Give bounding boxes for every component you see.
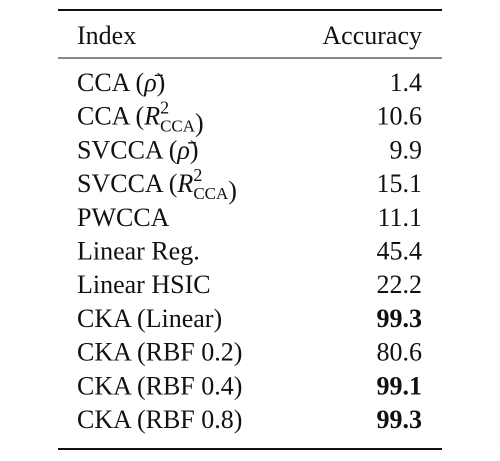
index-text: SVCCA ( (77, 135, 177, 164)
accuracy-cell: 1.4 (390, 68, 423, 97)
index-text: Linear Reg. (77, 237, 200, 266)
index-cell: CKA (Linear) (77, 304, 222, 333)
index-cell: CKA (RBF 0.8) (77, 405, 242, 434)
index-text: CCA ( (77, 102, 144, 131)
accuracy-cell: 45.4 (377, 237, 423, 266)
accuracy-cell: 99.3 (377, 405, 423, 434)
accuracy-cell: 22.2 (377, 270, 423, 299)
index-text: ) (228, 176, 237, 205)
index-text: CKA (Linear) (77, 304, 222, 333)
accuracy-cell: 99.1 (377, 371, 423, 400)
index-cell: Linear Reg. (77, 237, 200, 266)
superscript: 2 (160, 98, 169, 118)
index-cell: CKA (RBF 0.4) (77, 371, 242, 400)
accuracy-cell: 9.9 (390, 135, 423, 164)
index-text: SVCCA ( (77, 169, 177, 198)
index-cell: Linear HSIC (77, 270, 211, 299)
index-text: CKA (RBF 0.8) (77, 405, 242, 434)
index-cell: CKA (RBF 0.2) (77, 338, 242, 367)
index-cell: SVCCA (R2 CCA) (77, 165, 237, 205)
math-symbol: R (143, 102, 160, 131)
index-text: ) (195, 109, 204, 138)
column-header: Accuracy (322, 21, 422, 50)
index-cell: SVCCA (ρ̄) (77, 135, 199, 164)
subscript: CCA (160, 117, 196, 136)
index-text: ) (157, 68, 166, 97)
index-cell: PWCCA (77, 203, 170, 232)
index-text: PWCCA (77, 203, 170, 232)
accuracy-cell: 11.1 (377, 203, 422, 232)
index-cell: CCA (ρ̄) (77, 68, 165, 97)
column-header: Index (77, 21, 136, 50)
index-text: ) (190, 135, 199, 164)
index-text: CKA (RBF 0.2) (77, 338, 242, 367)
index-text: CCA ( (77, 68, 144, 97)
accuracy-cell: 15.1 (377, 169, 423, 198)
math-symbol: R (176, 169, 193, 198)
subscript: CCA (193, 184, 229, 203)
index-cell: CCA (R2 CCA) (77, 98, 204, 138)
superscript: 2 (193, 165, 202, 185)
accuracy-cell: 10.6 (377, 102, 423, 131)
accuracy-cell: 99.3 (377, 304, 423, 333)
index-text: CKA (RBF 0.4) (77, 371, 242, 400)
index-text: Linear HSIC (77, 270, 211, 299)
accuracy-cell: 80.6 (377, 338, 423, 367)
